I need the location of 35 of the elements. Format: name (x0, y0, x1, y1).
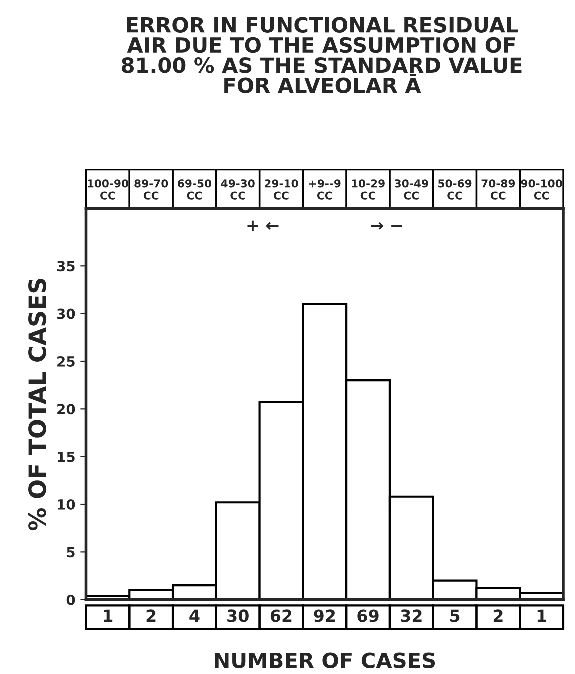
text: 5 (450, 610, 460, 622)
x-tick-label: +9--9 CC (309, 180, 341, 200)
x-tick-label: 30-49 CC (395, 180, 428, 200)
text: 32 (401, 610, 422, 622)
y-tick-label: 5 (67, 547, 75, 558)
text: 62 (270, 610, 292, 622)
x-tick-label: 100-90 CC (88, 180, 129, 200)
text: 1 (104, 610, 113, 622)
x-tick-label: 69-50 CC (178, 180, 212, 200)
y-axis-title: % OF TOTAL CASES (28, 279, 46, 531)
text: 1 (538, 610, 546, 622)
text: 4 (190, 610, 200, 622)
x-tick-label: 50-69 CC (438, 180, 472, 200)
text: 92 (314, 610, 336, 622)
x-tick-label: 49-30 CC (221, 180, 255, 200)
text: 69 (358, 610, 379, 622)
y-tick-label: 0 (66, 594, 76, 606)
text: 30 (228, 610, 249, 622)
y-tick-label: 15 (58, 452, 75, 462)
x-tick-label: 70-89 CC (482, 180, 516, 200)
y-tick-label: 10 (58, 499, 76, 510)
text: 2 (494, 610, 503, 622)
annotation: → − (371, 222, 402, 230)
x-axis-title: NUMBER OF CASES (215, 652, 436, 668)
annotation: + ← (248, 220, 279, 232)
x-tick-label: 90-100 CC (521, 180, 562, 200)
y-tick-label: 30 (57, 308, 76, 320)
x-tick-label: 29-10 CC (265, 180, 298, 200)
y-tick-label: 20 (58, 404, 76, 415)
y-tick-label: 25 (58, 356, 75, 367)
x-tick-label: 10-29 CC (352, 180, 385, 200)
text: 2 (146, 610, 156, 622)
y-tick-label: 35 (57, 261, 75, 272)
x-tick-label: 89-70 CC (134, 180, 168, 200)
chart-title: ERROR IN FUNCTIONAL RESIDUAL AIR DUE TO THE ASSUMPTION OF 81.00 % AS THE STANDARD VALUE FOR ALVEOLAR Ā (122, 17, 522, 94)
